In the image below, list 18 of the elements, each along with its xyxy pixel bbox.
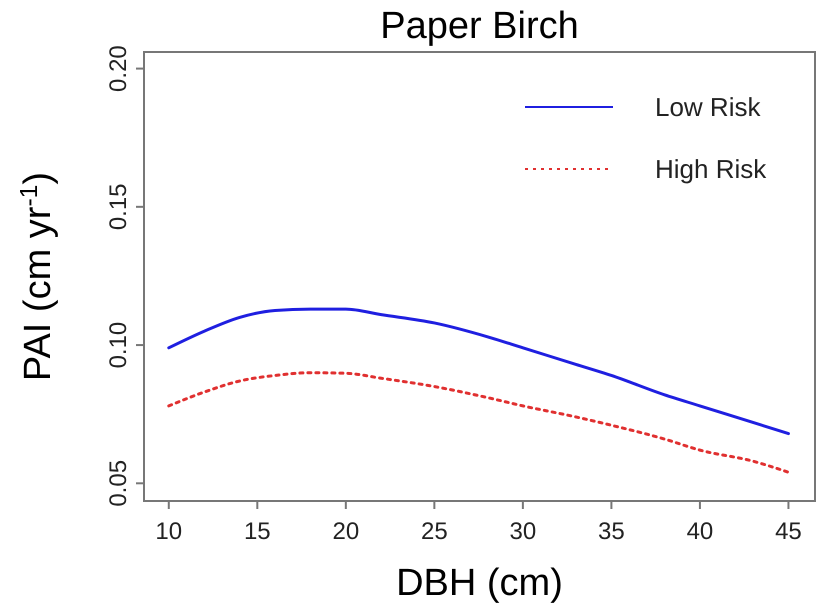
x-tick-label: 40 (686, 518, 714, 545)
x-tick-label: 45 (775, 518, 802, 545)
y-tick-label: 0.10 (105, 322, 132, 368)
x-tick-label: 20 (332, 518, 360, 545)
x-tick-label: 35 (598, 518, 625, 545)
legend-label: High Risk (655, 154, 768, 184)
x-tick-label: 15 (244, 518, 271, 545)
line-series (167, 371, 790, 474)
x-axis-title: DBH (cm) (396, 562, 563, 604)
y-tick-label: 0.15 (105, 183, 132, 230)
legend-label: Low Risk (655, 92, 762, 122)
line-series (167, 308, 790, 436)
x-tick-label: 10 (155, 518, 182, 545)
y-tick-label: 0.20 (105, 45, 132, 92)
y-tick-label: 0.05 (105, 460, 132, 507)
x-tick-label: 30 (510, 518, 536, 545)
chart-title: Paper Birch (380, 5, 579, 47)
x-tick-label: 25 (421, 518, 448, 545)
